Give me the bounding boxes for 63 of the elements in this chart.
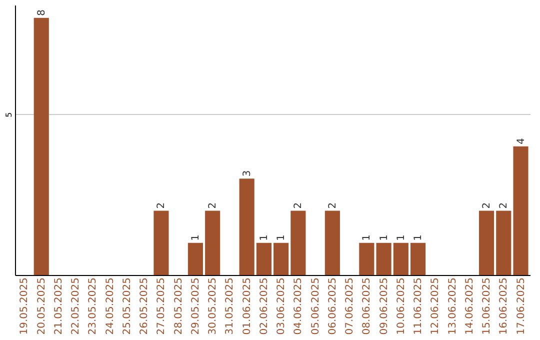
x-tick-label: 27.05.2025 bbox=[156, 278, 168, 335]
data-label: 2 bbox=[498, 202, 510, 209]
bar bbox=[496, 210, 512, 275]
x-tick-label: 31.05.2025 bbox=[224, 278, 236, 335]
data-label: 2 bbox=[482, 202, 493, 209]
x-tick-label: 21.05.2025 bbox=[53, 278, 64, 335]
data-label: 1 bbox=[362, 234, 373, 241]
x-tick-label: 24.05.2025 bbox=[104, 278, 116, 335]
bar bbox=[239, 178, 254, 275]
bar bbox=[188, 242, 203, 275]
bar bbox=[376, 242, 392, 275]
x-tick-label: 22.05.2025 bbox=[70, 278, 82, 335]
x-tick-label: 01.06.2025 bbox=[242, 278, 253, 335]
bar bbox=[34, 18, 49, 275]
x-tick-label: 25.05.2025 bbox=[122, 278, 133, 335]
x-tick-label: 03.06.2025 bbox=[276, 278, 288, 335]
bar bbox=[290, 210, 306, 275]
bar bbox=[205, 210, 220, 275]
data-label: 1 bbox=[258, 234, 270, 241]
bar bbox=[256, 242, 272, 275]
x-tick-label: 06.06.2025 bbox=[327, 278, 338, 335]
data-label: 2 bbox=[208, 202, 219, 209]
data-label: 4 bbox=[516, 138, 527, 144]
x-tick-label: 28.05.2025 bbox=[173, 278, 184, 335]
x-tick-label: 05.06.2025 bbox=[310, 278, 322, 335]
x-tick-label: 08.06.2025 bbox=[362, 278, 373, 335]
x-tick-label: 02.06.2025 bbox=[258, 278, 270, 335]
x-tick-label: 23.05.2025 bbox=[88, 278, 99, 335]
data-label: 1 bbox=[396, 234, 407, 241]
x-tick-label: 10.06.2025 bbox=[396, 278, 407, 335]
bar bbox=[274, 242, 289, 275]
x-tick-label: 20.05.2025 bbox=[36, 278, 48, 335]
data-label: 1 bbox=[378, 234, 390, 241]
data-label: 1 bbox=[190, 234, 202, 241]
x-tick-label: 12.06.2025 bbox=[430, 278, 442, 335]
bar bbox=[410, 242, 426, 275]
x-tick-label: 13.06.2025 bbox=[447, 278, 458, 335]
x-tick-label: 04.06.2025 bbox=[293, 278, 304, 335]
x-tick-label: 17.06.2025 bbox=[516, 278, 527, 335]
data-label: 3 bbox=[242, 170, 253, 177]
data-label: 1 bbox=[276, 234, 288, 241]
x-tick-label: 26.05.2025 bbox=[139, 278, 150, 335]
y-tick-label: 5 bbox=[4, 112, 14, 118]
x-tick-label: 15.06.2025 bbox=[482, 278, 493, 335]
x-tick-label: 09.06.2025 bbox=[378, 278, 390, 335]
data-label: 2 bbox=[327, 202, 338, 209]
data-label: 8 bbox=[36, 9, 48, 16]
data-label: 1 bbox=[413, 234, 424, 241]
bar bbox=[393, 242, 408, 275]
x-tick-label: 07.06.2025 bbox=[344, 278, 356, 335]
bar bbox=[478, 210, 494, 275]
data-label: 2 bbox=[156, 202, 168, 209]
bar bbox=[154, 210, 169, 275]
x-tick-label: 29.05.2025 bbox=[190, 278, 202, 335]
x-tick-label: 16.06.2025 bbox=[498, 278, 510, 335]
bar bbox=[513, 146, 528, 275]
bar bbox=[359, 242, 374, 275]
bar bbox=[324, 210, 340, 275]
x-tick-label: 19.05.2025 bbox=[19, 278, 30, 335]
x-tick-label: 11.06.2025 bbox=[413, 278, 424, 335]
x-tick-label: 14.06.2025 bbox=[464, 278, 476, 335]
data-label: 2 bbox=[293, 202, 304, 209]
x-tick-label: 30.05.2025 bbox=[208, 278, 219, 335]
